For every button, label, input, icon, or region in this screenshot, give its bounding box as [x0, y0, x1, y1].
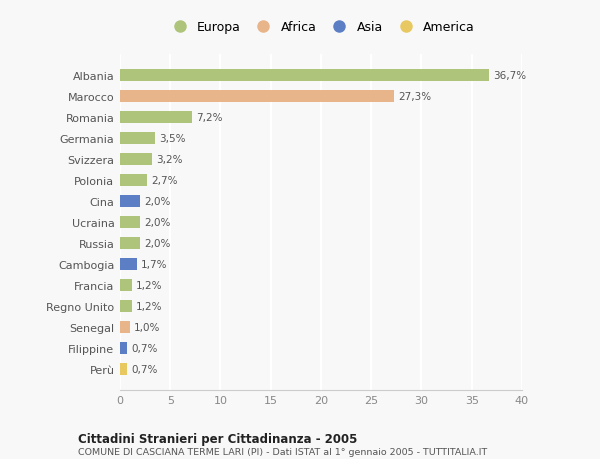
Bar [120, 238, 140, 249]
Text: 36,7%: 36,7% [493, 71, 526, 81]
Bar [120, 154, 152, 166]
Text: COMUNE DI CASCIANA TERME LARI (PI) - Dati ISTAT al 1° gennaio 2005 - TUTTITALIA.: COMUNE DI CASCIANA TERME LARI (PI) - Dat… [78, 447, 487, 456]
Bar [120, 280, 132, 291]
Bar [120, 364, 127, 375]
Bar [120, 217, 140, 229]
Text: 2,7%: 2,7% [151, 176, 178, 186]
Text: 2,0%: 2,0% [144, 218, 170, 228]
Bar [120, 342, 127, 354]
Text: 2,0%: 2,0% [144, 197, 170, 207]
Text: 7,2%: 7,2% [196, 113, 223, 123]
Bar [120, 322, 130, 333]
Text: 0,7%: 0,7% [131, 343, 157, 353]
Text: 2,0%: 2,0% [144, 239, 170, 248]
Text: 0,7%: 0,7% [131, 364, 157, 374]
Bar [120, 301, 132, 312]
Text: 1,2%: 1,2% [136, 280, 163, 291]
Bar [120, 112, 193, 123]
Bar [120, 133, 155, 145]
Legend: Europa, Africa, Asia, America: Europa, Africa, Asia, America [167, 21, 475, 34]
Bar [120, 196, 140, 207]
Text: 1,0%: 1,0% [134, 322, 160, 332]
Bar [120, 70, 489, 82]
Text: 1,2%: 1,2% [136, 302, 163, 311]
Bar [120, 91, 394, 103]
Bar [120, 259, 137, 270]
Text: Cittadini Stranieri per Cittadinanza - 2005: Cittadini Stranieri per Cittadinanza - 2… [78, 432, 358, 445]
Text: 3,5%: 3,5% [159, 134, 185, 144]
Text: 3,2%: 3,2% [156, 155, 182, 165]
Text: 27,3%: 27,3% [398, 92, 431, 102]
Text: 1,7%: 1,7% [141, 259, 167, 269]
Bar [120, 175, 147, 186]
